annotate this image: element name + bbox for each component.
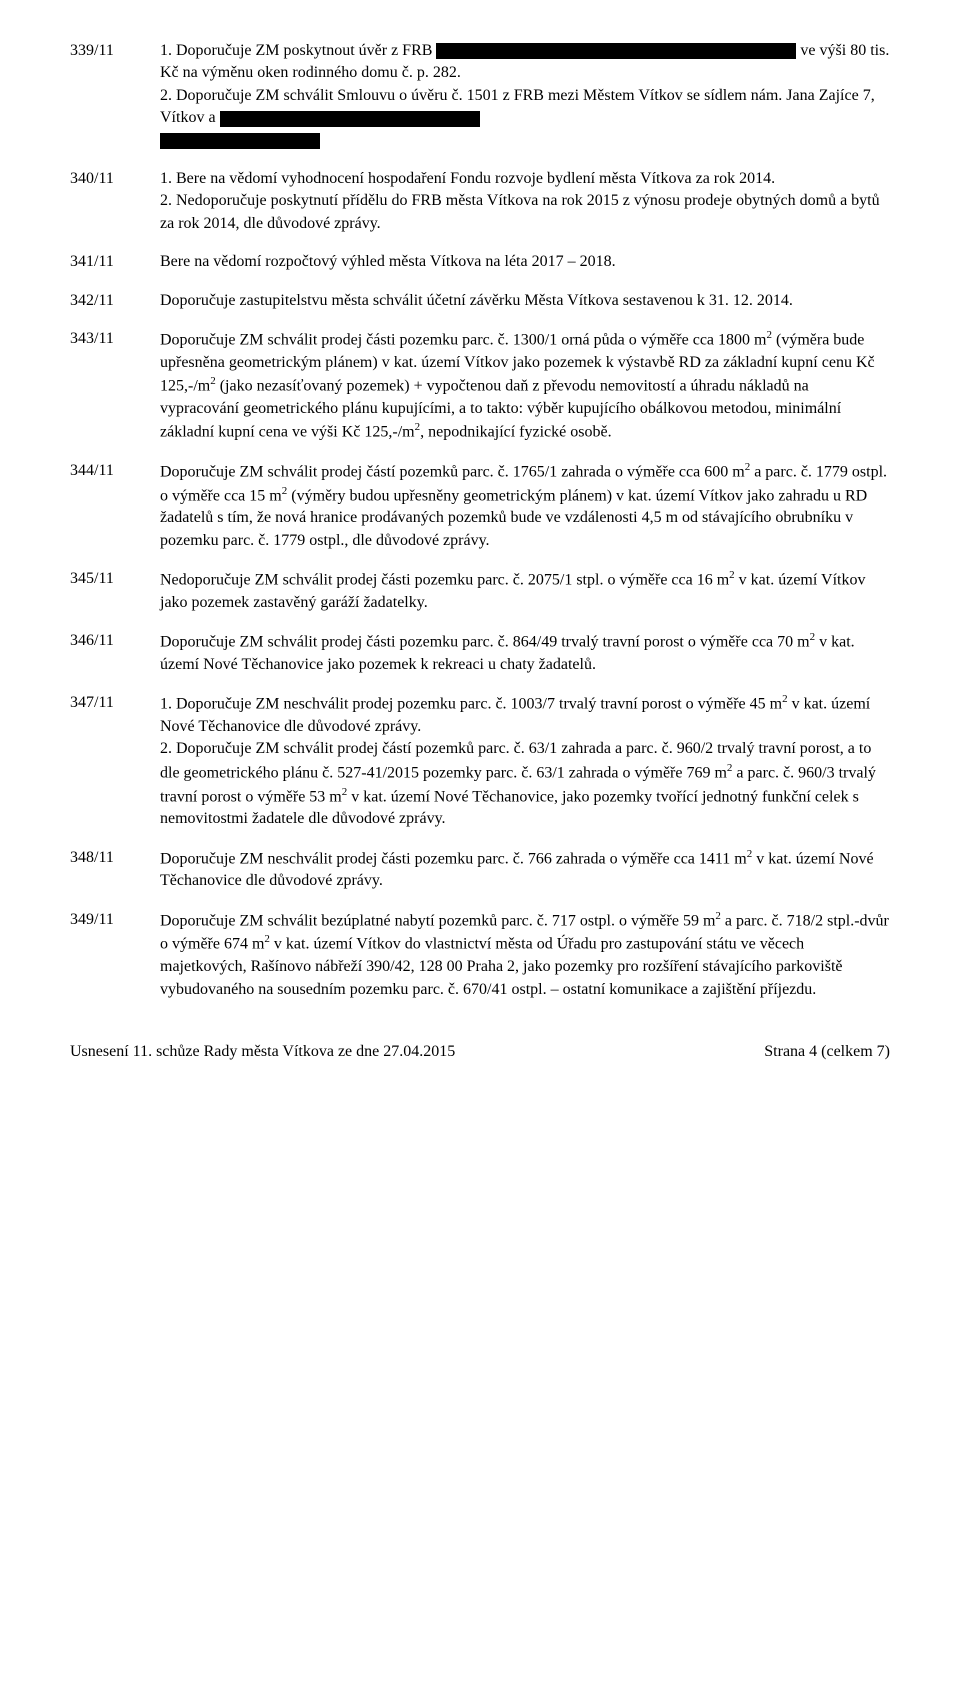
resolution-entry: 339/111. Doporučuje ZM poskytnout úvěr z…	[70, 40, 890, 152]
resolution-body: Bere na vědomí rozpočtový výhled města V…	[160, 251, 890, 273]
resolution-entry: 349/11Doporučuje ZM schválit bezúplatné …	[70, 909, 890, 1001]
text-segment: Doporučuje ZM schválit bezúplatné nabytí…	[160, 912, 715, 929]
resolution-body: Nedoporučuje ZM schválit prodej části po…	[160, 568, 890, 614]
text-segment: Nedoporučuje ZM schválit prodej části po…	[160, 571, 729, 588]
resolution-body: Doporučuje ZM schválit bezúplatné nabytí…	[160, 909, 890, 1001]
resolution-body: Doporučuje ZM schválit prodej části poze…	[160, 630, 890, 676]
resolution-number: 343/11	[70, 328, 160, 444]
resolution-number: 346/11	[70, 630, 160, 676]
resolution-paragraph: Doporučuje zastupitelstvu města schválit…	[160, 290, 890, 312]
resolution-body: Doporučuje ZM schválit prodej části poze…	[160, 328, 890, 444]
text-segment: Doporučuje ZM neschválit prodej části po…	[160, 850, 747, 867]
resolution-number: 345/11	[70, 568, 160, 614]
resolution-body: Doporučuje ZM schválit prodej částí poze…	[160, 460, 890, 552]
resolution-number: 349/11	[70, 909, 160, 1001]
resolution-paragraph: Doporučuje ZM schválit prodej částí poze…	[160, 460, 890, 552]
text-segment: 1. Bere na vědomí vyhodnocení hospodařen…	[160, 170, 775, 187]
resolution-entry: 347/111. Doporučuje ZM neschválit prodej…	[70, 692, 890, 830]
resolution-entry: 342/11Doporučuje zastupitelstvu města sc…	[70, 290, 890, 312]
resolution-paragraph: 1. Bere na vědomí vyhodnocení hospodařen…	[160, 168, 890, 190]
text-segment: Doporučuje ZM schválit prodej části poze…	[160, 331, 766, 348]
resolution-body: Doporučuje ZM neschválit prodej části po…	[160, 847, 890, 893]
page-footer: Usnesení 11. schůze Rady města Vítkova z…	[70, 1041, 890, 1063]
resolution-paragraph: Bere na vědomí rozpočtový výhled města V…	[160, 251, 890, 273]
resolution-body: 1. Bere na vědomí vyhodnocení hospodařen…	[160, 168, 890, 235]
resolution-entry: 348/11Doporučuje ZM neschválit prodej čá…	[70, 847, 890, 893]
resolution-number: 340/11	[70, 168, 160, 235]
text-segment: Doporučuje ZM schválit prodej částí poze…	[160, 463, 745, 480]
resolution-entry: 341/11Bere na vědomí rozpočtový výhled m…	[70, 251, 890, 273]
text-segment: 1. Doporučuje ZM poskytnout úvěr z FRB	[160, 42, 436, 59]
resolution-paragraph: Doporučuje ZM schválit bezúplatné nabytí…	[160, 909, 890, 1001]
resolution-paragraph: Doporučuje ZM schválit prodej části poze…	[160, 328, 890, 444]
resolution-number: 347/11	[70, 692, 160, 830]
resolution-number: 344/11	[70, 460, 160, 552]
resolution-body: 1. Doporučuje ZM poskytnout úvěr z FRB v…	[160, 40, 890, 152]
text-segment: Doporučuje zastupitelstvu města schválit…	[160, 292, 793, 309]
resolution-body: Doporučuje zastupitelstvu města schválit…	[160, 290, 890, 312]
resolution-paragraph: Nedoporučuje ZM schválit prodej části po…	[160, 568, 890, 614]
redaction-block	[436, 43, 796, 59]
redaction-block	[220, 111, 480, 127]
text-segment: 2. Nedoporučuje poskytnutí přídělu do FR…	[160, 192, 880, 231]
text-segment: , nepodnikající fyzické osobě.	[420, 423, 612, 440]
resolution-paragraph: 1. Doporučuje ZM poskytnout úvěr z FRB v…	[160, 40, 890, 85]
resolution-number: 339/11	[70, 40, 160, 152]
resolution-paragraph: 2. Nedoporučuje poskytnutí přídělu do FR…	[160, 190, 890, 235]
resolution-number: 342/11	[70, 290, 160, 312]
resolution-body: 1. Doporučuje ZM neschválit prodej pozem…	[160, 692, 890, 830]
resolution-number: 341/11	[70, 251, 160, 273]
resolution-paragraph: Doporučuje ZM neschválit prodej části po…	[160, 847, 890, 893]
resolution-entry: 346/11Doporučuje ZM schválit prodej část…	[70, 630, 890, 676]
resolution-number: 348/11	[70, 847, 160, 893]
text-segment: 1. Doporučuje ZM neschválit prodej pozem…	[160, 696, 782, 713]
document-body: 339/111. Doporučuje ZM poskytnout úvěr z…	[70, 40, 890, 1001]
resolution-entry: 345/11Nedoporučuje ZM schválit prodej čá…	[70, 568, 890, 614]
redaction-block	[160, 133, 320, 149]
text-segment: Bere na vědomí rozpočtový výhled města V…	[160, 253, 616, 270]
resolution-entry: 340/111. Bere na vědomí vyhodnocení hosp…	[70, 168, 890, 235]
text-segment: Doporučuje ZM schválit prodej části poze…	[160, 634, 810, 651]
footer-right: Strana 4 (celkem 7)	[764, 1041, 890, 1063]
resolution-entry: 343/11Doporučuje ZM schválit prodej část…	[70, 328, 890, 444]
resolution-paragraph	[160, 130, 890, 152]
resolution-paragraph: 1. Doporučuje ZM neschválit prodej pozem…	[160, 692, 890, 738]
resolution-paragraph: Doporučuje ZM schválit prodej části poze…	[160, 630, 890, 676]
resolution-paragraph: 2. Doporučuje ZM schválit prodej částí p…	[160, 738, 890, 830]
resolution-paragraph: 2. Doporučuje ZM schválit Smlouvu o úvěr…	[160, 85, 890, 130]
resolution-entry: 344/11Doporučuje ZM schválit prodej část…	[70, 460, 890, 552]
footer-left: Usnesení 11. schůze Rady města Vítkova z…	[70, 1041, 455, 1063]
